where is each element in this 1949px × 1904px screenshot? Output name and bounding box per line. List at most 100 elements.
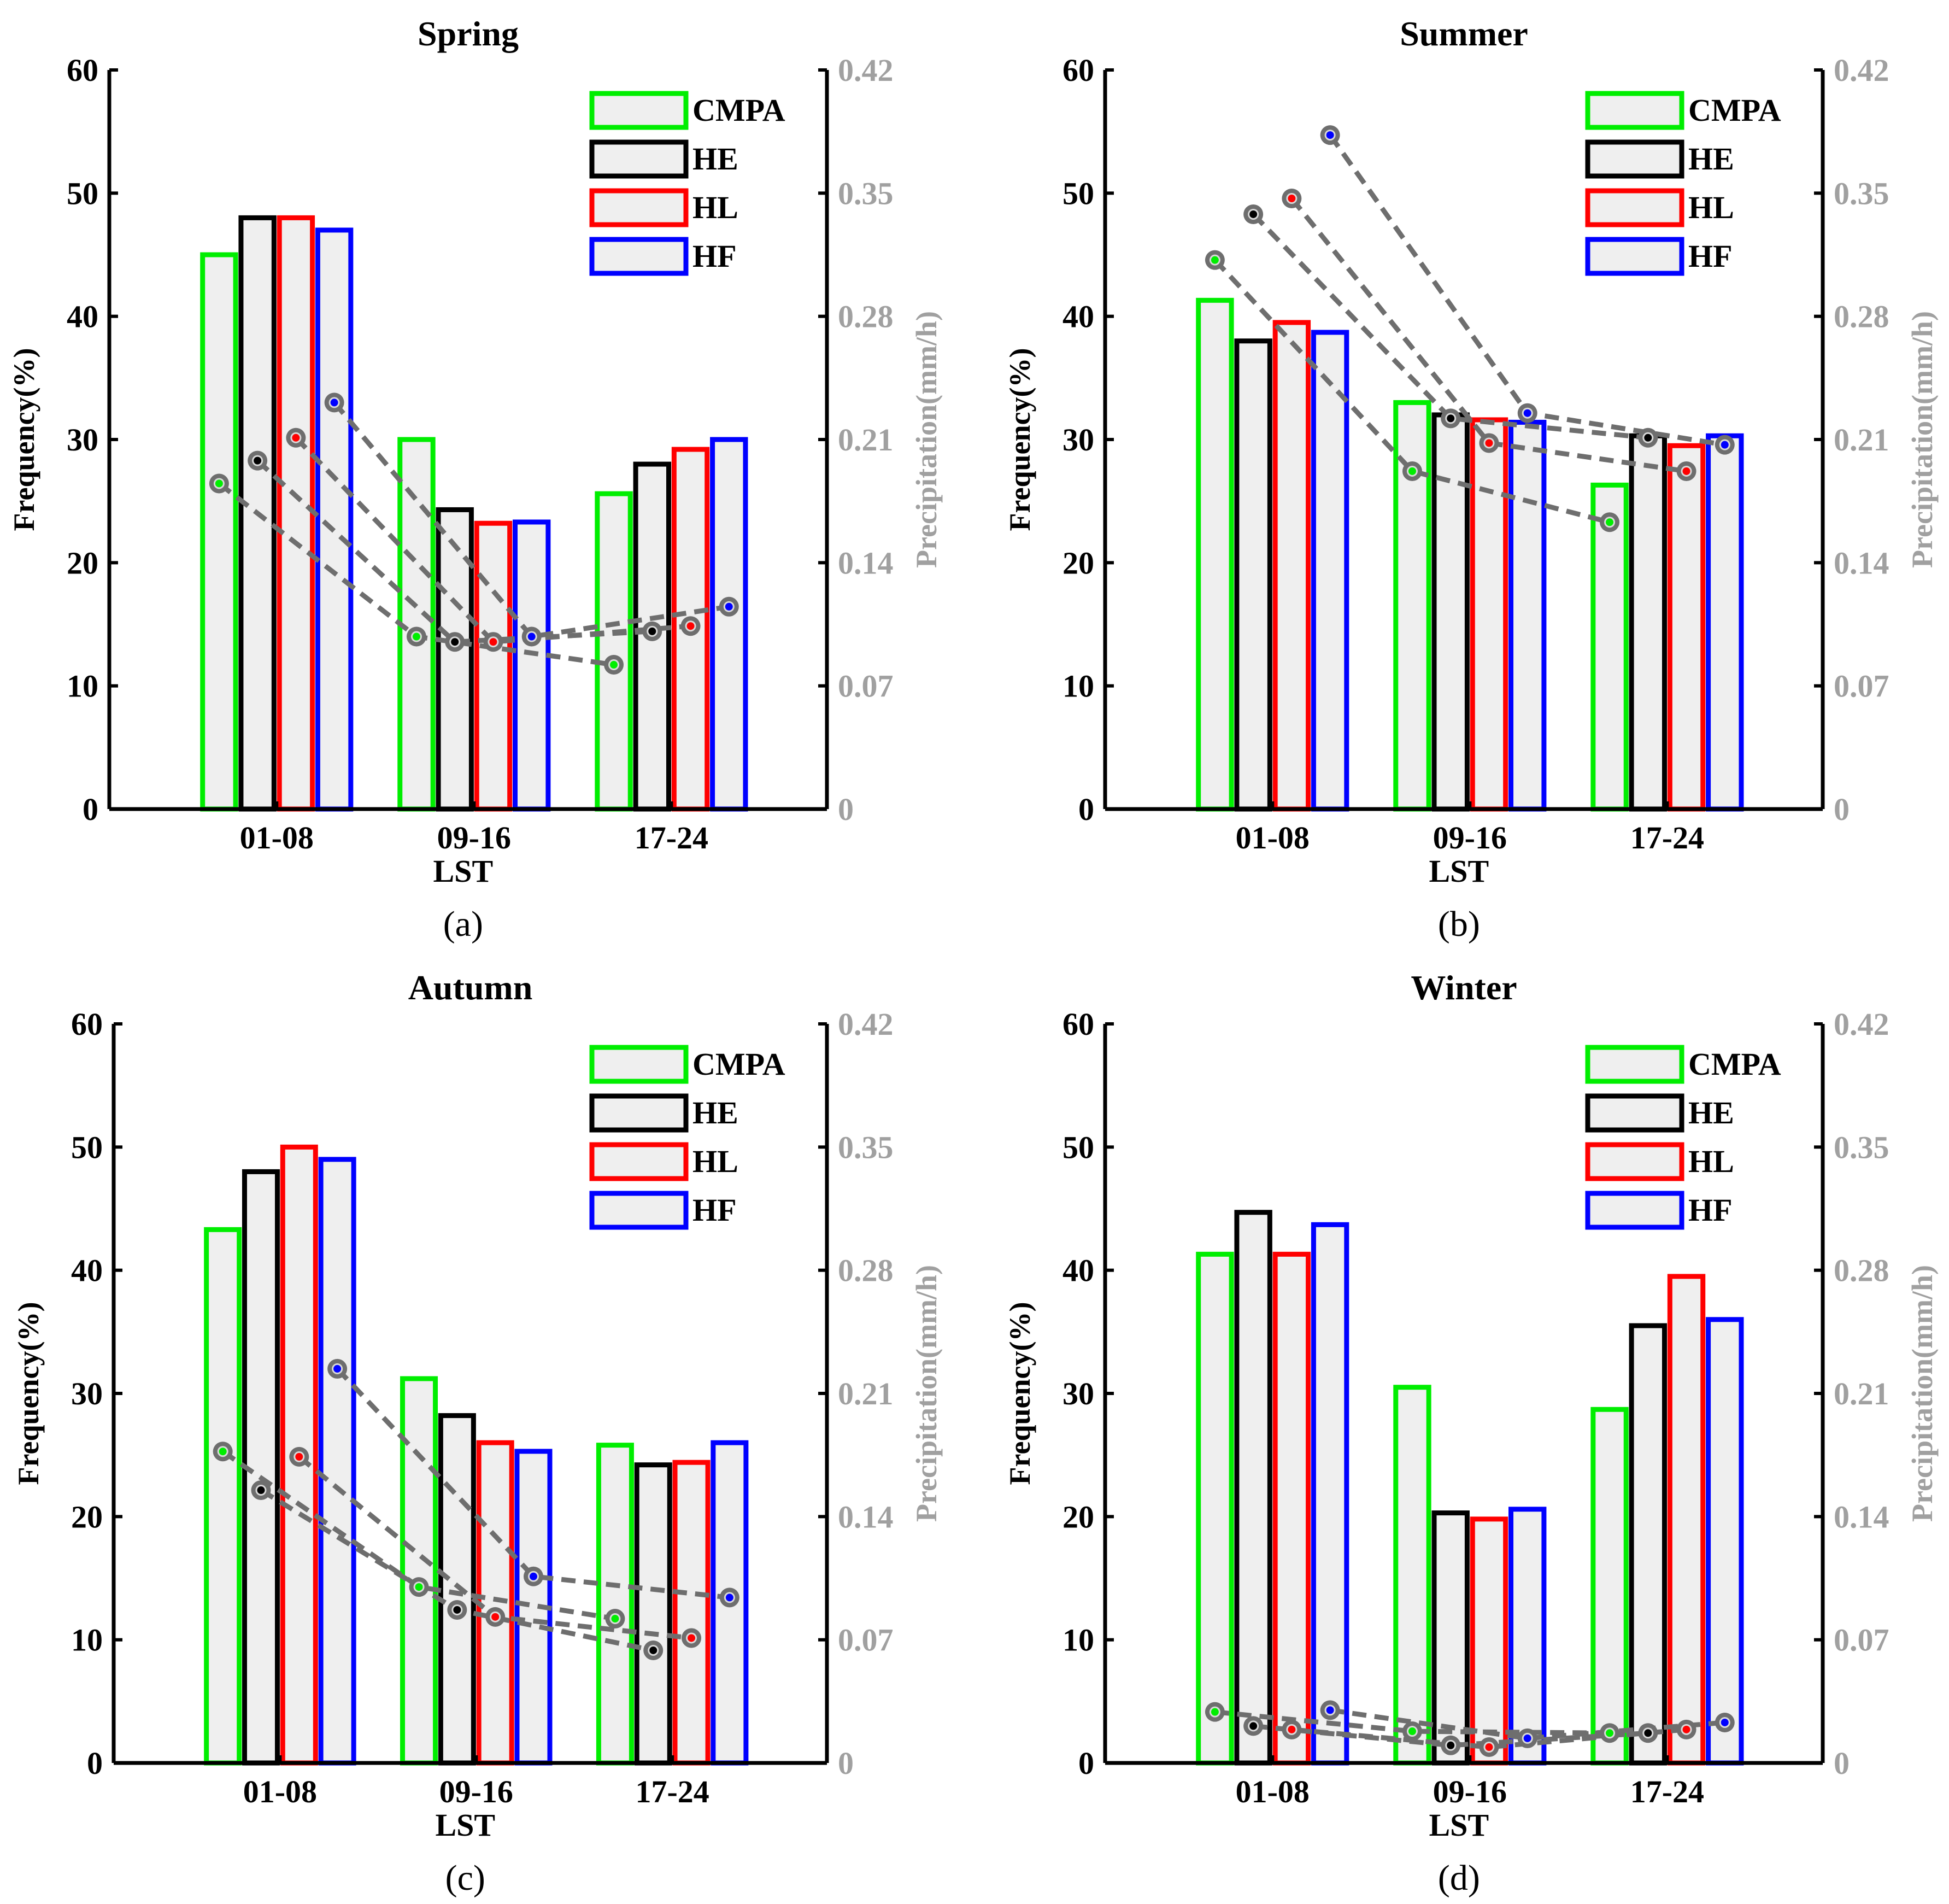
legend-swatch: [589, 1142, 689, 1181]
y-tick-label-left: 10: [71, 1622, 103, 1658]
precip-point-cmpa-09-16: [1402, 1721, 1422, 1742]
y-tick-label-left: 60: [67, 52, 98, 88]
chart-panel-spring: Spring 0 10 20 30 40 50 60 0 0.07 0.14 0.21 0.28 0.35…: [8, 14, 943, 944]
y-tick-label-left: 0: [1078, 792, 1094, 827]
legend-label: CMPA: [1688, 1046, 1781, 1082]
y-tick-label-right: 0.07: [838, 669, 894, 704]
y-tick-label-right: 0.35: [838, 175, 894, 211]
bar-cmpa-09-16: [1393, 1385, 1431, 1766]
y-tick-label-left: 30: [1062, 422, 1094, 458]
x-tick-label: 17-24: [635, 820, 708, 856]
legend-item-he: HE: [1585, 1093, 1734, 1133]
precip-point-cmpa-01-08: [1205, 250, 1225, 270]
x-tick-label: 17-24: [1630, 820, 1704, 856]
precip-point-hl-17-24: [682, 1628, 702, 1648]
precip-point-he-09-16: [447, 1600, 467, 1620]
precip-point-cmpa-17-24: [605, 1609, 625, 1629]
legend-label: HF: [692, 238, 737, 274]
precip-line-hf: [335, 1367, 730, 1600]
y-tick-label-left: 40: [1062, 1253, 1094, 1288]
chart-panel-winter: Winter 0 10 20 30 40 50 60 0 0.07 0.14 0.21 0.28 0.35…: [1003, 968, 1939, 1898]
precip-point-he-17-24: [643, 1640, 664, 1660]
precip-point-hf-01-08: [1320, 1700, 1340, 1720]
y-tick-label-left: 20: [1062, 1499, 1094, 1534]
y-axis-label-left: Frequency(%): [12, 1302, 45, 1485]
bar-cmpa-17-24: [1590, 1407, 1629, 1766]
precip-point-hf-01-08: [324, 392, 344, 413]
bar-hl-01-08: [1272, 1251, 1311, 1766]
precip-point-cmpa-09-16: [406, 626, 426, 647]
y-axis-label-left: Frequency(%): [8, 348, 40, 531]
y-tick-label-right: 0.14: [1834, 545, 1889, 581]
precip-point-cmpa-17-24: [1600, 512, 1620, 532]
legend-label: HF: [692, 1192, 737, 1228]
legend-label: CMPA: [692, 1046, 785, 1082]
bar-hf-17-24: [1706, 433, 1744, 812]
y-tick-label-right: 0.28: [838, 1253, 894, 1288]
legend-label: HL: [1688, 1144, 1734, 1179]
precip-point-cmpa-17-24: [1600, 1723, 1620, 1743]
y-tick-label-right: 0.21: [838, 422, 894, 458]
legend-swatch: [1585, 139, 1684, 179]
x-axis-label: LST: [435, 1807, 495, 1843]
precip-point-hf-09-16: [521, 626, 542, 647]
x-tick-label: 17-24: [635, 1774, 709, 1809]
precip-line-he: [1251, 212, 1648, 441]
legend-swatch: [1585, 1093, 1684, 1133]
bar-hf-01-08: [315, 227, 354, 812]
legend: CMPA HE HL HF: [589, 1045, 785, 1230]
legend-item-cmpa: CMPA: [589, 1045, 785, 1084]
bar-cmpa-01-08: [200, 252, 238, 812]
y-tick-label-right: 0.14: [1834, 1499, 1889, 1534]
y-tick-label-right: 0.42: [1834, 52, 1889, 88]
x-tick-label: 01-08: [243, 1774, 317, 1809]
x-tick-label: 01-08: [240, 820, 314, 856]
precip-point-hf-09-16: [523, 1566, 543, 1586]
y-axis-label-left: Frequency(%): [1003, 348, 1036, 531]
y-axis-label-left: Frequency(%): [1003, 1302, 1036, 1485]
legend-swatch: [1585, 188, 1684, 227]
y-tick-label-left: 20: [67, 545, 98, 581]
bar-he-09-16: [436, 507, 474, 812]
x-tick-label: 01-08: [1236, 1774, 1310, 1809]
y-tick-label-right: 0: [1834, 792, 1850, 827]
bar-hf-01-08: [1311, 1222, 1349, 1766]
y-tick-label-left: 40: [71, 1253, 103, 1288]
legend-swatch: [589, 188, 689, 227]
x-tick-label: 09-16: [1433, 820, 1507, 856]
bar-cmpa-17-24: [596, 1443, 634, 1766]
y-tick-label-left: 20: [1062, 545, 1094, 581]
y-tick-label-right: 0.35: [1834, 1129, 1889, 1165]
y-tick-label-right: 0.21: [1834, 1376, 1889, 1411]
precip-point-hl-01-08: [1282, 1719, 1302, 1739]
precip-point-hl-01-08: [1282, 188, 1302, 208]
bar-hf-09-16: [1508, 419, 1547, 812]
legend-item-hl: HL: [1585, 1142, 1734, 1181]
bar-hl-09-16: [474, 520, 513, 812]
bar-hf-09-16: [513, 519, 551, 812]
precip-point-hl-17-24: [1676, 1719, 1696, 1739]
x-tick-label: 01-08: [1236, 820, 1310, 856]
y-tick-label-right: 0.42: [838, 52, 894, 88]
bar-hl-01-08: [1272, 320, 1311, 812]
legend-swatch: [589, 1191, 689, 1230]
bar-he-09-16: [438, 1413, 476, 1766]
y-tick-label-left: 40: [1062, 299, 1094, 335]
bar-hl-01-08: [277, 215, 315, 812]
legend-label: HL: [692, 1144, 738, 1179]
precip-point-hf-01-08: [327, 1358, 348, 1379]
y-axis-label-right: Precipitation(mm/h): [910, 311, 943, 568]
y-tick-label-left: 30: [67, 422, 98, 458]
legend-swatch: [589, 1045, 689, 1084]
precip-point-hf-17-24: [719, 1587, 739, 1608]
y-tick-label-right: 0.07: [1834, 669, 1889, 704]
precip-point-he-01-08: [251, 1480, 271, 1501]
y-tick-label-right: 0.42: [1834, 1006, 1889, 1042]
y-axis-label-right: Precipitation(mm/h): [910, 1265, 943, 1522]
legend-label: HF: [1688, 1192, 1733, 1228]
legend-item-hf: HF: [589, 1191, 737, 1230]
y-tick-label-right: 0.28: [838, 299, 894, 335]
bar-hf-17-24: [1706, 1317, 1744, 1766]
chart-title: Autumn: [408, 968, 533, 1007]
